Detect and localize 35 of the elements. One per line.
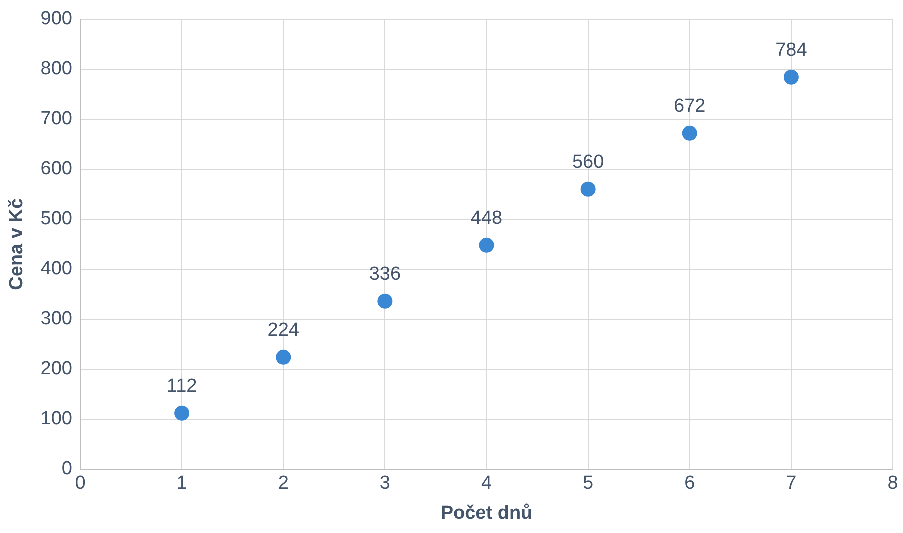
y-tick-label: 500	[40, 208, 72, 230]
y-tick-label: 400	[40, 258, 72, 280]
data-label: 672	[674, 96, 706, 118]
point	[479, 238, 494, 253]
y-tick-label: 0	[62, 458, 72, 480]
x-tick-label: 4	[481, 473, 492, 494]
y-tick-label: 700	[40, 108, 72, 130]
x-tick-label: 5	[583, 473, 594, 494]
x-axis-title: Počet dnů	[440, 502, 533, 524]
y-tick-label: 200	[40, 358, 72, 380]
point	[174, 406, 190, 421]
x-tick-label: 6	[684, 473, 696, 494]
x-tick-label: 8	[888, 473, 898, 494]
data-label: 112	[166, 376, 198, 398]
y-tick-label: 800	[40, 58, 72, 80]
data-label: 560	[572, 152, 604, 174]
x-tick-label: 2	[278, 473, 289, 494]
y-tick-label: 900	[40, 8, 72, 30]
point	[580, 182, 596, 197]
y-tick-label: 600	[40, 158, 72, 180]
x-tick-label: 0	[75, 473, 86, 494]
data-label: 224	[268, 320, 300, 342]
y-tick-label: 100	[40, 408, 72, 430]
data-label: 336	[369, 264, 402, 286]
y-axis-title: Cena v Kč	[6, 198, 28, 290]
point	[682, 126, 698, 141]
point	[784, 70, 799, 85]
point	[276, 350, 292, 365]
data-label: 448	[470, 208, 503, 230]
x-tick-label: 7	[786, 473, 797, 494]
x-tick-label: 3	[380, 473, 390, 494]
point	[378, 294, 393, 309]
y-tick-label: 300	[40, 308, 72, 330]
data-label: 784	[776, 40, 808, 62]
x-tick-label: 1	[176, 473, 188, 494]
